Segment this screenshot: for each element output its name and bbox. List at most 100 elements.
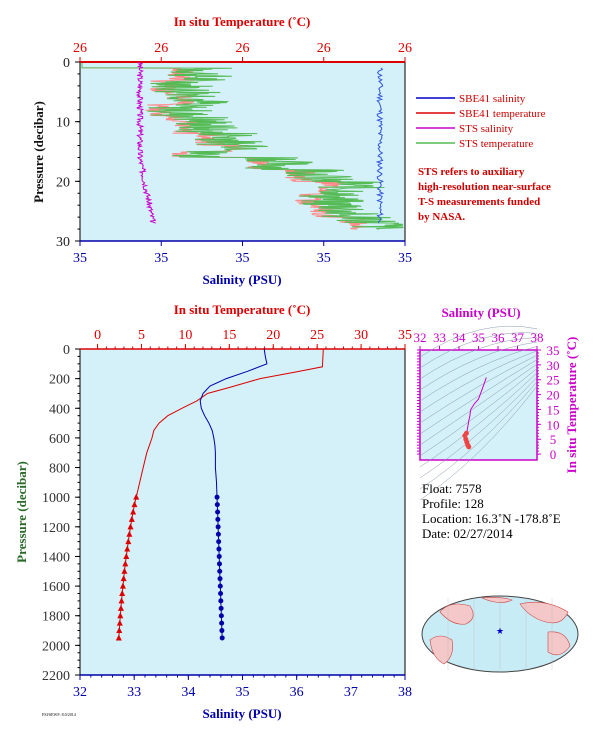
top-tick-label: 26 [236,41,250,56]
salinity-marker [216,539,222,545]
density-contour [419,337,538,380]
top-tick-label: 26 [73,41,87,56]
bottom-axis-title: Salinity (PSU) [202,272,281,287]
ts-top-tick-label: 38 [531,330,544,345]
float-info-date: Date: 02/27/2014 [422,526,513,541]
temperature-marker [117,604,124,611]
density-contour [419,346,538,402]
main-y-tick-label: 200 [49,373,70,388]
ts-top-tick-label: 32 [414,330,427,345]
note-line: T-S measurements funded [418,196,540,208]
main-bottom-tick-label: 32 [73,685,87,700]
temperature-marker [127,523,134,530]
salinity-marker [215,509,221,515]
temperature-marker [133,493,140,500]
main-bottom-tick-label: 35 [236,685,250,700]
main-top-tick-label: 5 [138,328,145,343]
main-top-tick-label: 25 [310,328,324,343]
ts-right-tick-label: 20 [547,388,560,403]
density-contour [419,381,538,490]
temperature-marker [118,597,125,604]
ts-right-tick-label: 5 [550,432,557,447]
note-line: high-resolution near-surface [418,181,551,193]
salinity-marker [216,546,222,552]
salinity-marker [214,494,220,500]
main-y-tick-label: 600 [49,432,70,447]
float-info-profile: Profile: 128 [422,496,484,511]
ts-right-tick-label: 10 [547,417,560,432]
temperature-marker [115,634,122,641]
salinity-marker [219,635,225,641]
density-contour [419,372,538,468]
top-tick-label: 26 [398,41,412,56]
ts-top-tick-label: 34 [453,330,467,345]
salinity-marker [218,613,224,619]
top-axis-title: In situ Temperature (˚C) [174,14,311,29]
y-tick-label: 0 [63,56,70,71]
float-info-float: Float: 7578 [422,481,482,496]
main-y-tick-label: 2000 [42,639,70,654]
ts-right-tick-label: 15 [547,402,560,417]
ts-top-tick-label: 35 [472,330,485,345]
main-y-tick-label: 1200 [42,521,70,536]
map-landmass [439,603,474,625]
ts-right-axis-title: In situ Temperature (˚C) [564,337,579,474]
note-line: STS refers to auxiliary [418,166,525,178]
footer-text: FSI/SEWF: 8.0/2014 [42,712,76,717]
sts-temperature-trace [81,62,405,230]
salinity-marker [214,502,220,508]
main-y-tick-label: 800 [49,462,70,477]
temperature-marker [117,612,124,619]
salinity-marker [217,568,223,574]
legend-label: SBE41 temperature [459,108,546,120]
main-bottom-tick-label: 36 [290,685,304,700]
bottom-tick-label: 35 [73,251,87,266]
sts-salinity-trace [135,61,156,224]
main-y-tick-label: 1600 [42,580,70,595]
salinity-marker [219,628,225,634]
main-y-tick-label: 1800 [42,610,70,625]
main-top-axis-title: In situ Temperature (˚C) [174,302,311,317]
top-tick-label: 26 [317,41,331,56]
y-tick-label: 30 [56,235,70,250]
density-contour [419,377,538,479]
temperature-marker [119,590,126,596]
salinity-marker [217,583,223,589]
temperature-marker [119,582,126,589]
main-top-tick-label: 0 [94,328,101,343]
temperature-marker [131,501,138,508]
legend-label: STS temperature [459,138,533,150]
float-info-location: Location: 16.3˚N -178.8˚E [422,511,561,526]
ts-right-tick-label: 35 [547,343,560,358]
ts-top-tick-label: 37 [511,330,525,345]
density-contour [419,363,538,446]
salinity-marker [218,591,224,596]
salinity-marker [219,620,225,626]
main-bottom-tick-label: 37 [344,685,358,700]
salinity-marker [215,524,221,530]
map-landmass [547,631,571,656]
density-contour [419,368,538,457]
temperature-marker [121,567,128,574]
density-contour [419,332,538,369]
sbe41-salinity-trace [375,67,385,224]
main-y-axis-title: Pressure (decibar) [14,461,29,563]
main-top-tick-label: 20 [266,328,280,343]
bottom-tick-label: 35 [317,251,331,266]
density-contour [419,385,538,501]
temperature-marker [124,545,131,552]
main-bottom-tick-label: 33 [127,685,141,700]
main-y-tick-label: 400 [49,402,70,417]
temperature-marker [125,538,132,545]
main-top-tick-label: 15 [222,328,236,343]
ts-right-tick-label: 25 [547,373,560,388]
top-tick-label: 26 [154,41,168,56]
main-y-tick-label: 0 [63,343,70,358]
temperature-marker [126,530,133,537]
y-axis-title: Pressure (decibar) [31,101,46,203]
legend-label: STS salinity [459,123,514,135]
main-bottom-tick-label: 34 [181,685,195,700]
temperature-marker [116,627,123,634]
density-contour [419,350,538,413]
temperature-marker [116,619,123,626]
